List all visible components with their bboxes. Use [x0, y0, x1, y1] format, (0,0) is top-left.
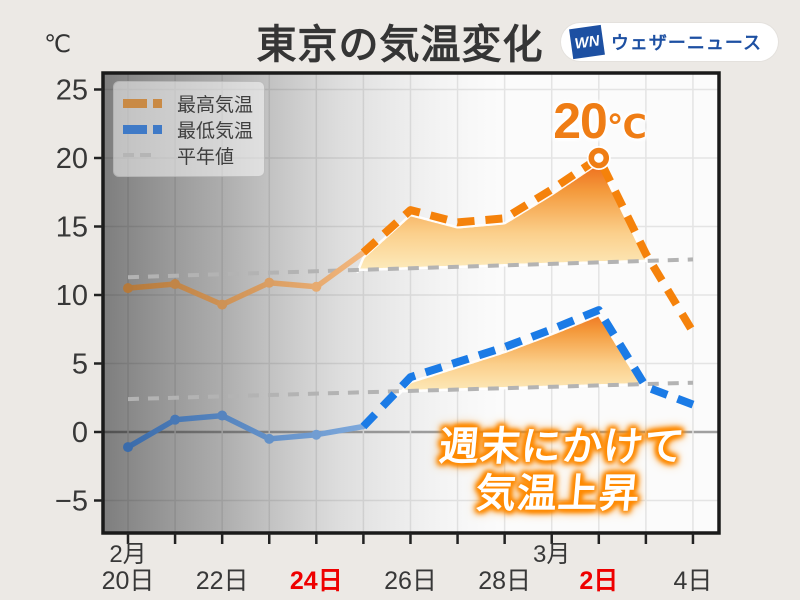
y-tick-label: 25 — [56, 75, 88, 107]
legend-label: 最高気温 — [177, 94, 254, 116]
x-tick-label: 22日 — [196, 567, 249, 595]
max-temp-forecast-line — [360, 154, 697, 335]
callout-line-2: 気温上昇 — [474, 472, 642, 517]
normal-min-line — [127, 380, 694, 402]
observed-point-marker — [217, 299, 228, 310]
logo-text: ウェザーニュース — [610, 33, 762, 53]
observed-point-marker — [217, 410, 228, 421]
legend-item-max-temp: 最高気温 — [123, 90, 264, 116]
page-title: 東京の気温変化 — [256, 23, 544, 67]
peak-temperature-label: 20℃ — [500, 92, 700, 150]
x-tick-label: 28日 — [478, 567, 531, 595]
x-tick-label: 26日 — [384, 567, 437, 595]
x-tick-label: 20日 — [102, 567, 155, 595]
observed-point-marker — [311, 281, 322, 292]
chart-legend: 最高気温 最低気温 平年値 — [113, 81, 265, 177]
x-month-label: 2月 — [109, 541, 146, 568]
peak-unit: ℃ — [606, 108, 647, 145]
y-tick-label: −5 — [55, 486, 88, 518]
min-temp-dash-icon — [123, 124, 169, 134]
max-temp-observed-line — [125, 249, 367, 308]
observed-point-marker — [170, 414, 181, 425]
min-temp-observed-line — [125, 412, 367, 450]
observed-point-marker — [123, 442, 133, 453]
y-tick-label: 10 — [56, 280, 88, 312]
x-tick-label: 24日 — [290, 567, 343, 595]
observed-point-marker — [264, 433, 275, 444]
normal-max-line — [127, 257, 694, 280]
x-tick-label: 4日 — [674, 567, 713, 595]
peak-open-circle-marker — [588, 147, 610, 169]
max-temp-dash-icon — [123, 98, 169, 108]
weekend-rise-callout: 週末にかけて 気温上昇 — [396, 424, 724, 518]
legend-label: 平年値 — [177, 146, 235, 168]
x-tick-label: 2日 — [579, 567, 618, 595]
y-tick-label: 15 — [56, 212, 88, 244]
observed-point-marker — [311, 429, 322, 440]
y-tick-label: 20 — [56, 143, 88, 175]
normal-dash-icon — [123, 153, 169, 157]
legend-label: 最低気温 — [177, 120, 254, 142]
x-month-label: 3月 — [533, 541, 570, 568]
y-tick-label: 5 — [72, 349, 88, 381]
observed-point-marker — [123, 283, 133, 294]
legend-item-normal: 平年値 — [123, 142, 264, 168]
min-temp-forecast-line — [360, 306, 695, 430]
weathernews-logo: WN ウェザーニュース — [560, 23, 778, 61]
y-tick-label: 0 — [72, 417, 88, 449]
peak-value: 20 — [553, 93, 608, 149]
observed-point-marker — [170, 279, 181, 290]
observed-point-marker — [264, 277, 275, 288]
legend-item-min-temp: 最低気温 — [123, 116, 264, 142]
callout-line-1: 週末にかけて — [437, 425, 688, 469]
wn-logo-icon: WN — [568, 24, 605, 60]
y-axis-unit: ℃ — [44, 31, 71, 58]
